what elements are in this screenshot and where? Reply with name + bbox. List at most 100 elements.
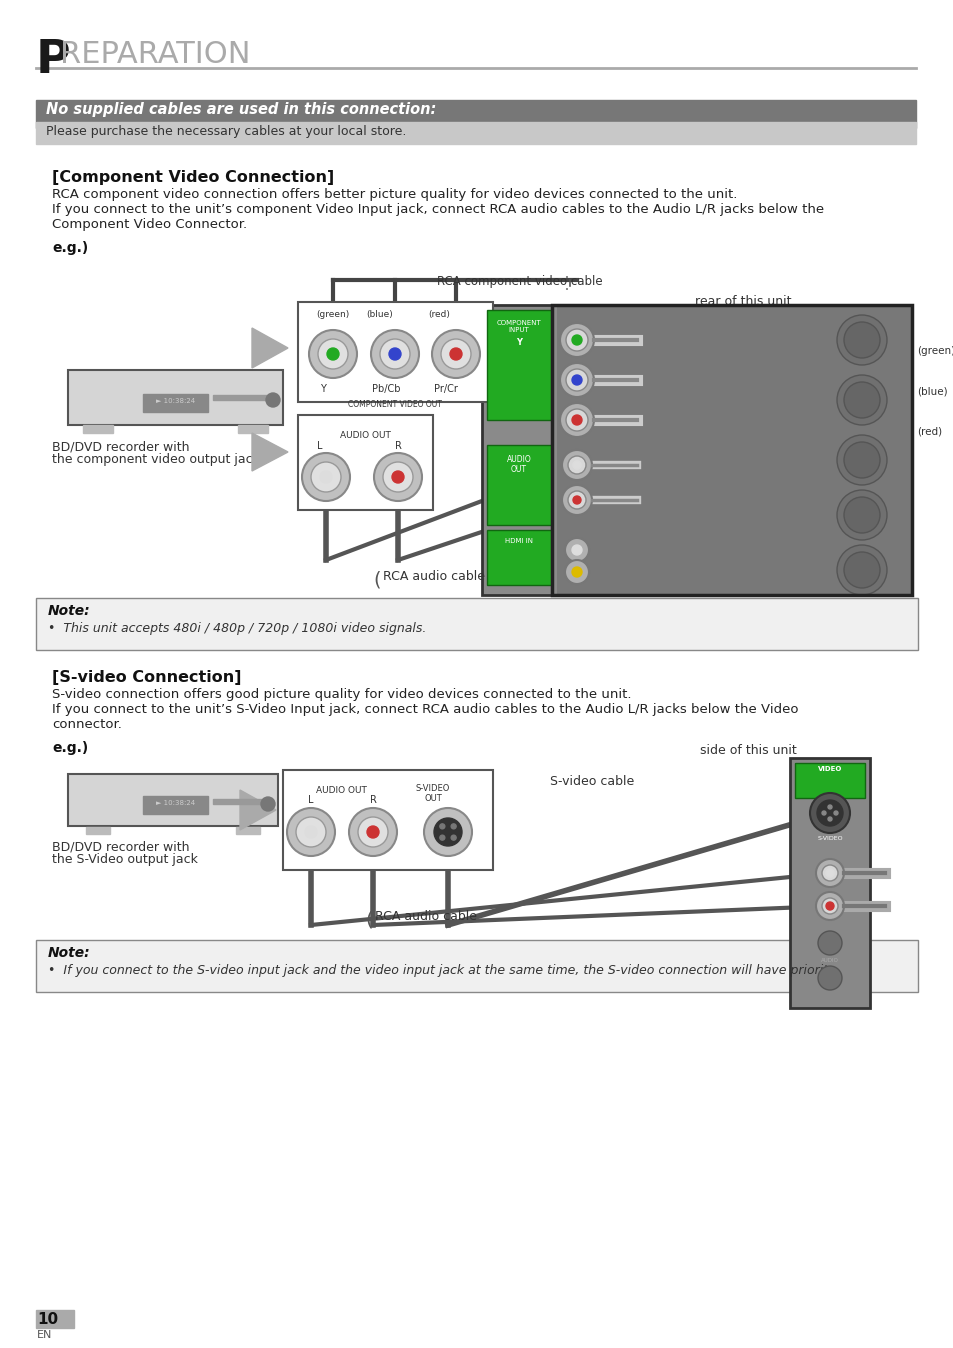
Text: If you connect to the unit’s component Video Input jack, connect RCA audio cable: If you connect to the unit’s component V… xyxy=(52,204,823,216)
Text: (green): (green) xyxy=(315,310,349,319)
Circle shape xyxy=(287,807,335,856)
Bar xyxy=(486,310,552,421)
Circle shape xyxy=(809,793,849,833)
Circle shape xyxy=(572,336,581,345)
Text: AUDIO OUT: AUDIO OUT xyxy=(315,786,366,795)
Text: the component video output jack: the component video output jack xyxy=(52,453,259,466)
Circle shape xyxy=(567,491,585,510)
Circle shape xyxy=(843,442,879,479)
Text: COMPONENT VIDEO OUT: COMPONENT VIDEO OUT xyxy=(348,400,441,408)
Text: HDMI IN: HDMI IN xyxy=(504,538,533,545)
Bar xyxy=(213,395,273,400)
Circle shape xyxy=(367,826,378,838)
Circle shape xyxy=(573,496,580,504)
Circle shape xyxy=(392,470,403,483)
Text: AUDIO
OUT: AUDIO OUT xyxy=(506,456,531,474)
Text: Y: Y xyxy=(516,338,521,346)
Circle shape xyxy=(305,826,316,838)
Circle shape xyxy=(349,807,396,856)
Circle shape xyxy=(836,435,886,485)
Text: [Component Video Connection]: [Component Video Connection] xyxy=(52,170,334,185)
Circle shape xyxy=(559,324,594,357)
Circle shape xyxy=(565,408,587,431)
Text: 10: 10 xyxy=(37,1312,58,1326)
Circle shape xyxy=(451,836,456,840)
Text: (green): (green) xyxy=(916,346,953,356)
Circle shape xyxy=(815,892,843,919)
Polygon shape xyxy=(252,328,288,368)
Text: If you connect to the unit’s S-Video Input jack, connect RCA audio cables to the: If you connect to the unit’s S-Video Inp… xyxy=(52,704,798,716)
Circle shape xyxy=(371,330,418,377)
Text: S-VIDEO: S-VIDEO xyxy=(817,836,841,841)
Circle shape xyxy=(374,453,421,501)
Text: REPARATION: REPARATION xyxy=(60,40,251,69)
Bar xyxy=(297,302,493,402)
Bar xyxy=(83,425,112,433)
Circle shape xyxy=(379,338,410,369)
Text: BD/DVD recorder with: BD/DVD recorder with xyxy=(52,840,190,853)
Circle shape xyxy=(295,817,326,847)
Text: Y: Y xyxy=(319,384,326,394)
Circle shape xyxy=(439,836,444,840)
Circle shape xyxy=(565,329,587,350)
Circle shape xyxy=(440,338,471,369)
Bar xyxy=(557,305,911,594)
Bar xyxy=(143,797,208,814)
Text: R: R xyxy=(395,441,401,452)
Polygon shape xyxy=(252,433,288,470)
Bar xyxy=(68,774,277,826)
Circle shape xyxy=(825,869,833,878)
Circle shape xyxy=(816,799,842,826)
Text: Component Video Connector.: Component Video Connector. xyxy=(52,218,247,231)
Circle shape xyxy=(572,545,581,555)
Text: RCA audio cable: RCA audio cable xyxy=(382,570,484,582)
Bar xyxy=(143,394,208,412)
Circle shape xyxy=(561,450,592,480)
Text: rear of this unit: rear of this unit xyxy=(695,295,791,307)
Circle shape xyxy=(559,403,594,437)
Circle shape xyxy=(836,545,886,594)
Circle shape xyxy=(843,322,879,359)
Circle shape xyxy=(382,462,413,492)
Circle shape xyxy=(572,568,581,577)
Bar xyxy=(789,758,869,1008)
Circle shape xyxy=(821,811,825,816)
Text: connector.: connector. xyxy=(52,718,122,731)
Text: (: ( xyxy=(373,570,380,589)
Circle shape xyxy=(439,824,444,829)
Circle shape xyxy=(572,415,581,425)
Text: VIDEO: VIDEO xyxy=(817,766,841,772)
Text: EN: EN xyxy=(37,1330,52,1340)
Text: RCA component video cable: RCA component video cable xyxy=(436,275,602,288)
Circle shape xyxy=(825,902,833,910)
Text: (: ( xyxy=(365,910,372,929)
Circle shape xyxy=(817,931,841,954)
Text: AUDIO: AUDIO xyxy=(821,958,838,962)
Bar xyxy=(36,123,915,144)
Text: ► 10:38:24: ► 10:38:24 xyxy=(156,398,195,404)
Text: COMPONENT
INPUT: COMPONENT INPUT xyxy=(497,319,540,333)
Text: RCA component video connection offers better picture quality for video devices c: RCA component video connection offers be… xyxy=(52,187,737,201)
Text: Pr/Cr: Pr/Cr xyxy=(434,384,457,394)
Text: RCA audio cable: RCA audio cable xyxy=(375,910,476,923)
Text: S-VIDEO
OUT: S-VIDEO OUT xyxy=(416,785,450,803)
Text: •  This unit accepts 480i / 480p / 720p / 1080i video signals.: • This unit accepts 480i / 480p / 720p /… xyxy=(48,621,426,635)
Text: (red): (red) xyxy=(916,426,942,435)
Bar xyxy=(36,1310,74,1328)
Circle shape xyxy=(843,551,879,588)
Bar xyxy=(794,763,864,798)
Circle shape xyxy=(827,817,831,821)
Text: ► 10:38:24: ► 10:38:24 xyxy=(156,799,195,806)
Text: (blue): (blue) xyxy=(366,310,393,319)
Text: Pb/Cb: Pb/Cb xyxy=(372,384,400,394)
Circle shape xyxy=(451,824,456,829)
Text: e.g.): e.g.) xyxy=(52,741,89,755)
Text: No supplied cables are used in this connection:: No supplied cables are used in this conn… xyxy=(46,102,436,117)
Bar xyxy=(486,530,552,585)
Circle shape xyxy=(261,797,274,811)
Text: •  If you connect to the S-video input jack and the video input jack at the same: • If you connect to the S-video input ja… xyxy=(48,964,838,977)
Circle shape xyxy=(836,491,886,541)
Circle shape xyxy=(266,394,280,407)
Circle shape xyxy=(836,315,886,365)
Circle shape xyxy=(815,859,843,887)
